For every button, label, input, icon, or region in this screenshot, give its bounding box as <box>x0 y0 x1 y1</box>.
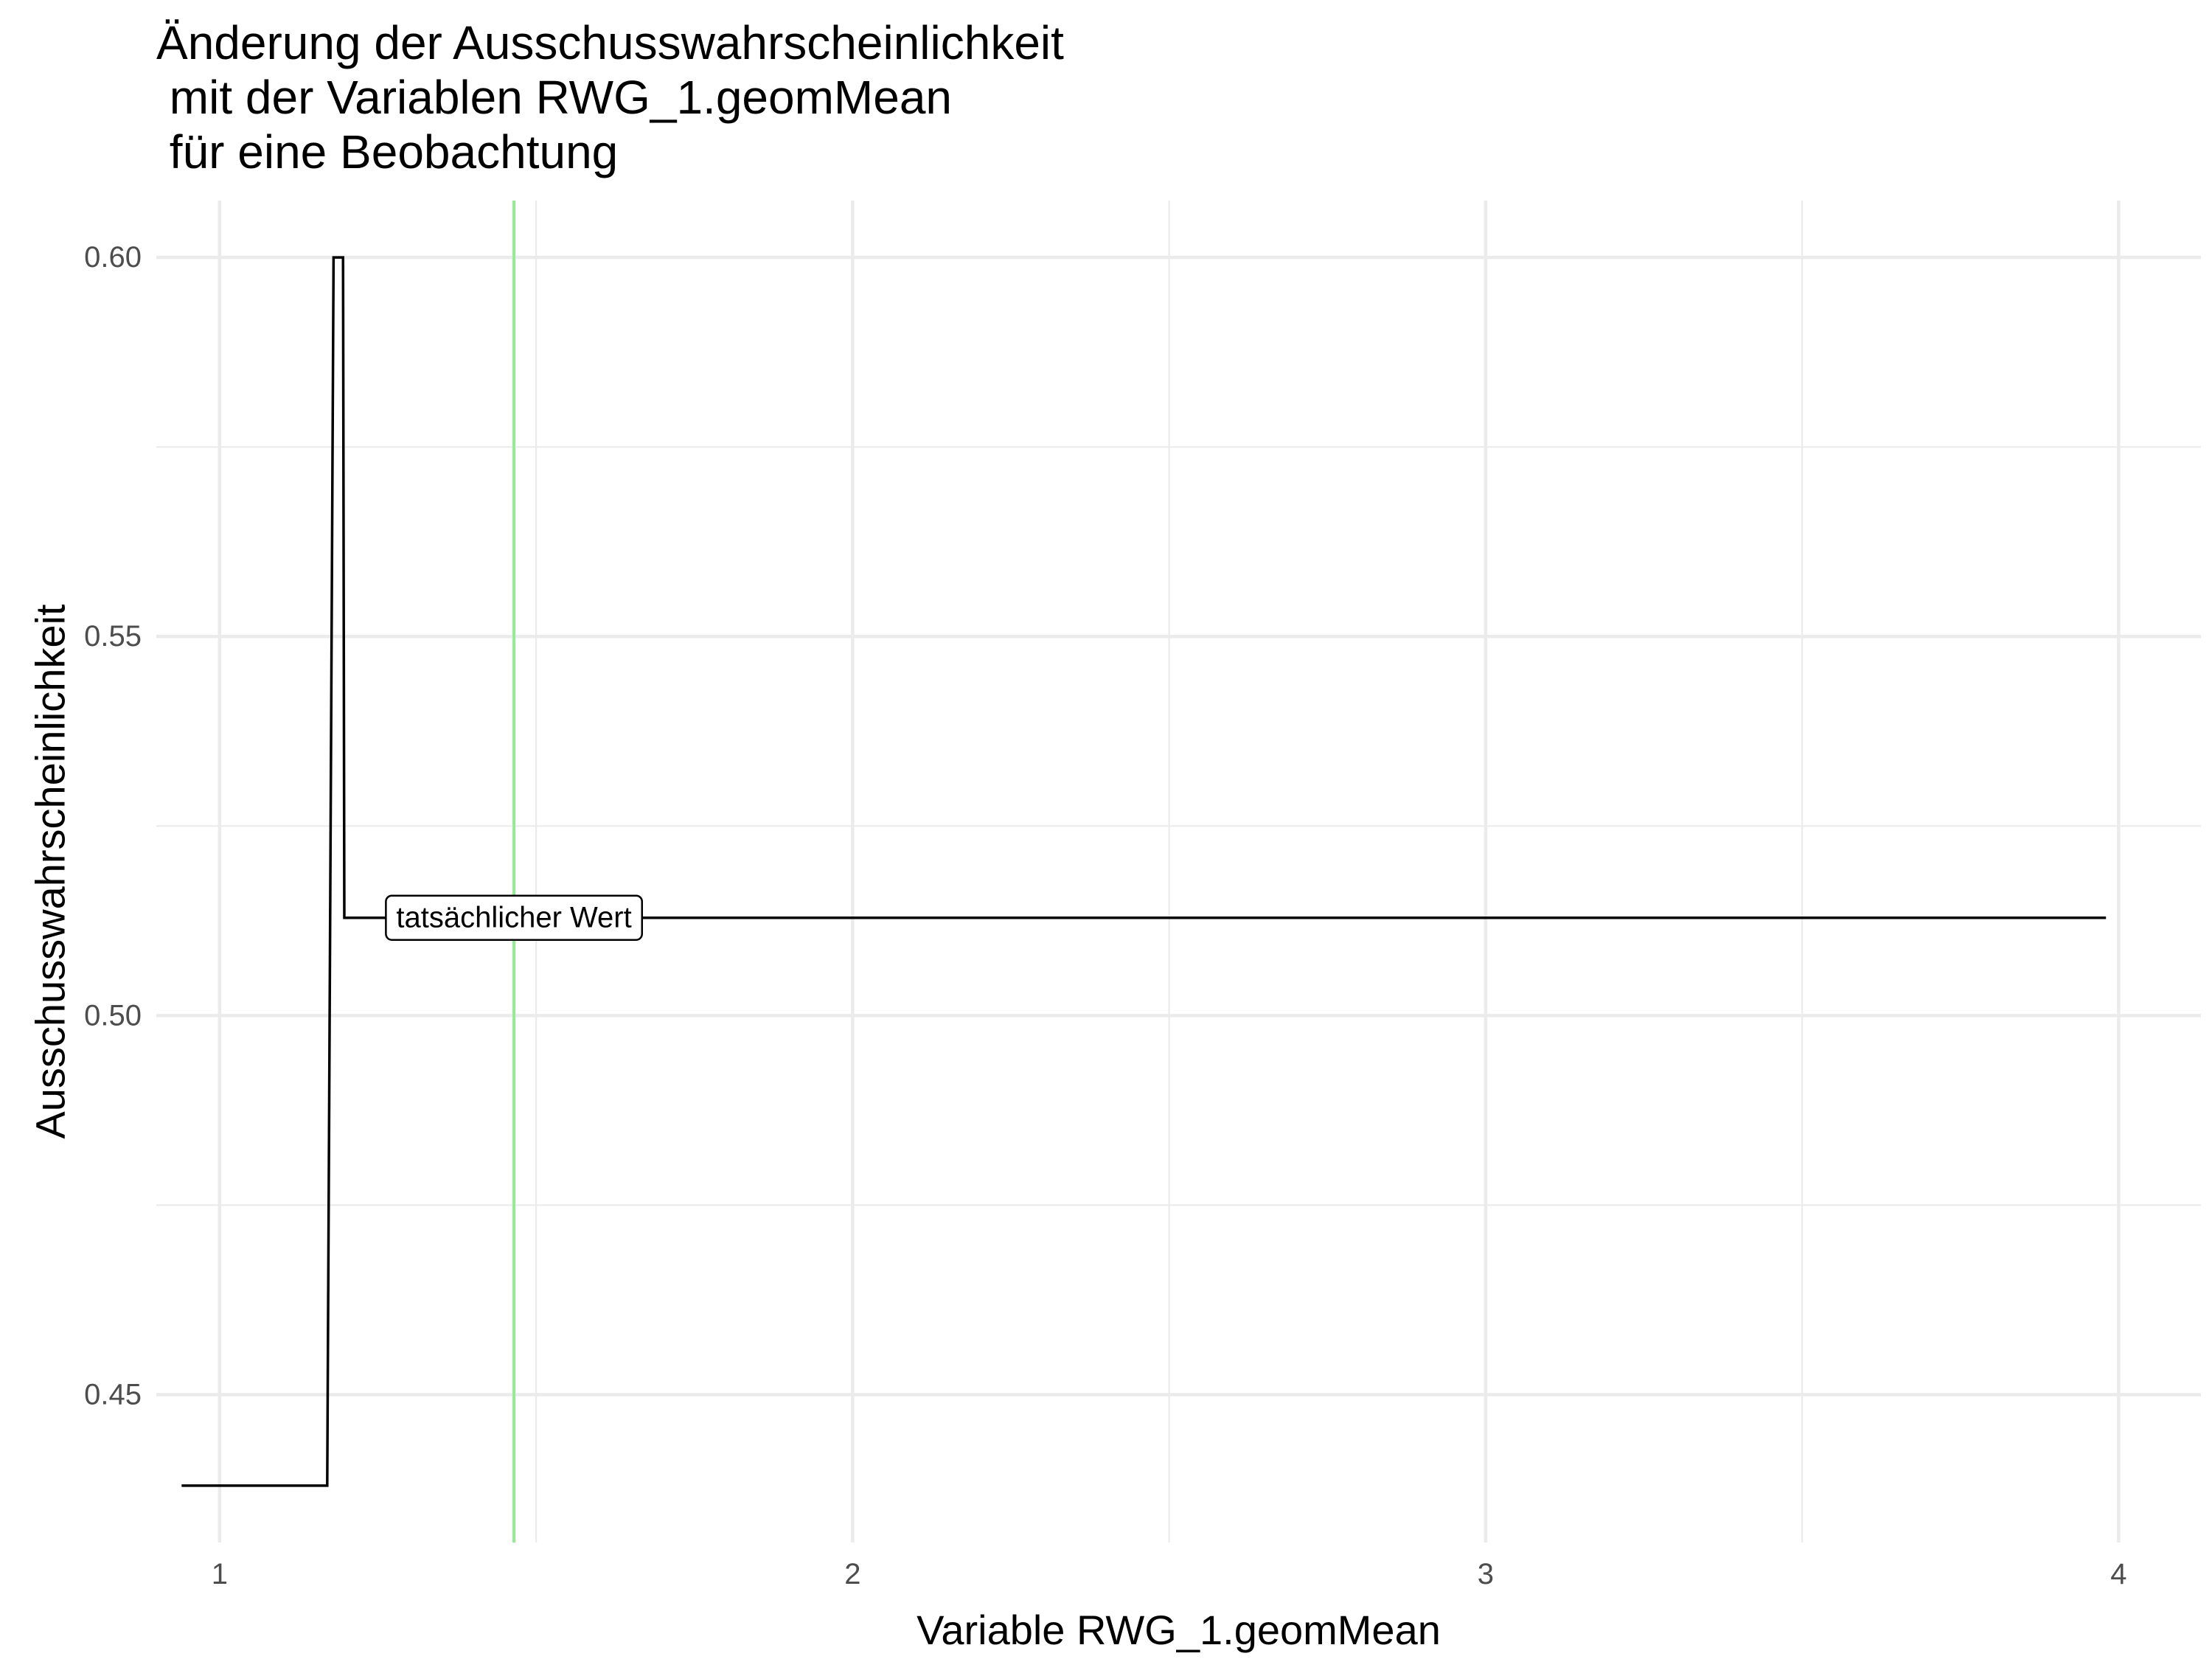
chart-title-line-2: mit der Variablen RWG_1.geomMean <box>156 71 952 124</box>
minor-gridlines <box>156 201 2201 1543</box>
y-tick-label-0: 0.45 <box>84 1378 142 1411</box>
y-tick-label-3: 0.60 <box>84 241 142 274</box>
series-line-0 <box>181 256 2107 1487</box>
series-group <box>181 256 2107 1487</box>
chart-title-line-1: Änderung der Ausschusswahrscheinlichkeit <box>156 16 1064 69</box>
chart-title: Änderung der Ausschusswahrscheinlichkeit… <box>156 16 1064 178</box>
annotation-box <box>385 894 643 941</box>
x-tick-label-0: 1 <box>212 1558 228 1590</box>
major-gridlines <box>156 201 2201 1543</box>
y-axis-title: Ausschusswahrscheinlichkeit <box>27 604 74 1139</box>
x-axis-title: Variable RWG_1.geomMean <box>917 1607 1441 1653</box>
x-tick-label-1: 2 <box>844 1558 860 1590</box>
x-tick-label-3: 4 <box>2110 1558 2126 1590</box>
y-axis-tick-labels: 0.45 0.50 0.55 0.60 <box>84 241 142 1411</box>
y-tick-label-1: 0.50 <box>84 999 142 1032</box>
y-tick-label-2: 0.55 <box>84 620 142 653</box>
x-tick-label-2: 3 <box>1478 1558 1494 1590</box>
x-axis-tick-labels: 1 2 3 4 <box>212 1558 2127 1590</box>
annotation-label: tatsächlicher Wert <box>385 894 643 941</box>
chart-title-line-3: für eine Beobachtung <box>156 125 618 178</box>
annotation-text: tatsächlicher Wert <box>396 902 631 934</box>
